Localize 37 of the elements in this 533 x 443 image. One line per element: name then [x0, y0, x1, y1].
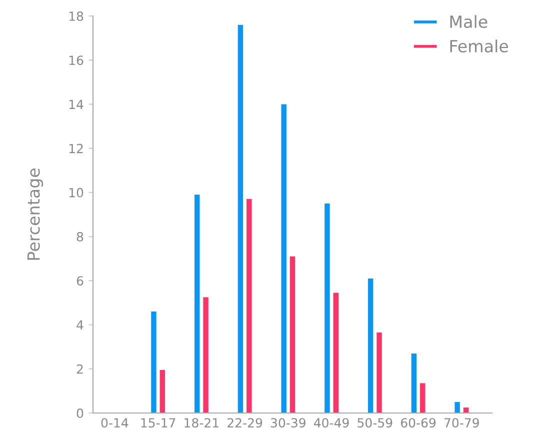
- x-tick-label: 50-59: [358, 418, 392, 428]
- bar: [420, 383, 426, 413]
- y-axis-title: Percentage: [27, 168, 44, 260]
- legend-label: Female: [450, 40, 508, 52]
- y-tick-label: 6: [76, 276, 84, 286]
- bar: [333, 292, 338, 413]
- bar: [368, 278, 374, 413]
- y-tick-label: 12: [69, 144, 83, 154]
- x-tick-label: 40-49: [314, 418, 349, 428]
- y-tick-label: 0: [76, 408, 84, 418]
- x-tick-label: 60-69: [400, 418, 436, 428]
- y-tick-label: 18: [69, 11, 84, 21]
- bar: [281, 104, 286, 413]
- x-tick-label: 30-39: [270, 418, 306, 428]
- x-tick-label: 18-21: [184, 418, 218, 428]
- bar: [411, 353, 417, 413]
- bar: [203, 297, 208, 413]
- y-tick-label: 4: [76, 320, 84, 330]
- bar: [324, 203, 330, 413]
- x-tick-label: 15-17: [141, 418, 176, 428]
- bar: [290, 256, 296, 413]
- bar: [160, 370, 165, 413]
- bar: [151, 312, 156, 413]
- bar: [376, 332, 382, 413]
- x-tick-label: 0-14: [101, 418, 128, 428]
- bar: [194, 194, 200, 413]
- bar: [454, 402, 460, 413]
- legend-label: Male: [450, 15, 488, 28]
- x-tick-label: 70-79: [444, 418, 479, 428]
- y-tick-label: 8: [76, 232, 84, 242]
- y-tick-label: 14: [69, 100, 84, 109]
- x-tick-label: 22-29: [228, 418, 262, 428]
- y-tick-label: 16: [69, 56, 84, 66]
- bar: [238, 24, 244, 413]
- bar: [246, 199, 252, 413]
- y-tick-label: 2: [76, 364, 83, 374]
- y-tick-label: 10: [69, 188, 84, 198]
